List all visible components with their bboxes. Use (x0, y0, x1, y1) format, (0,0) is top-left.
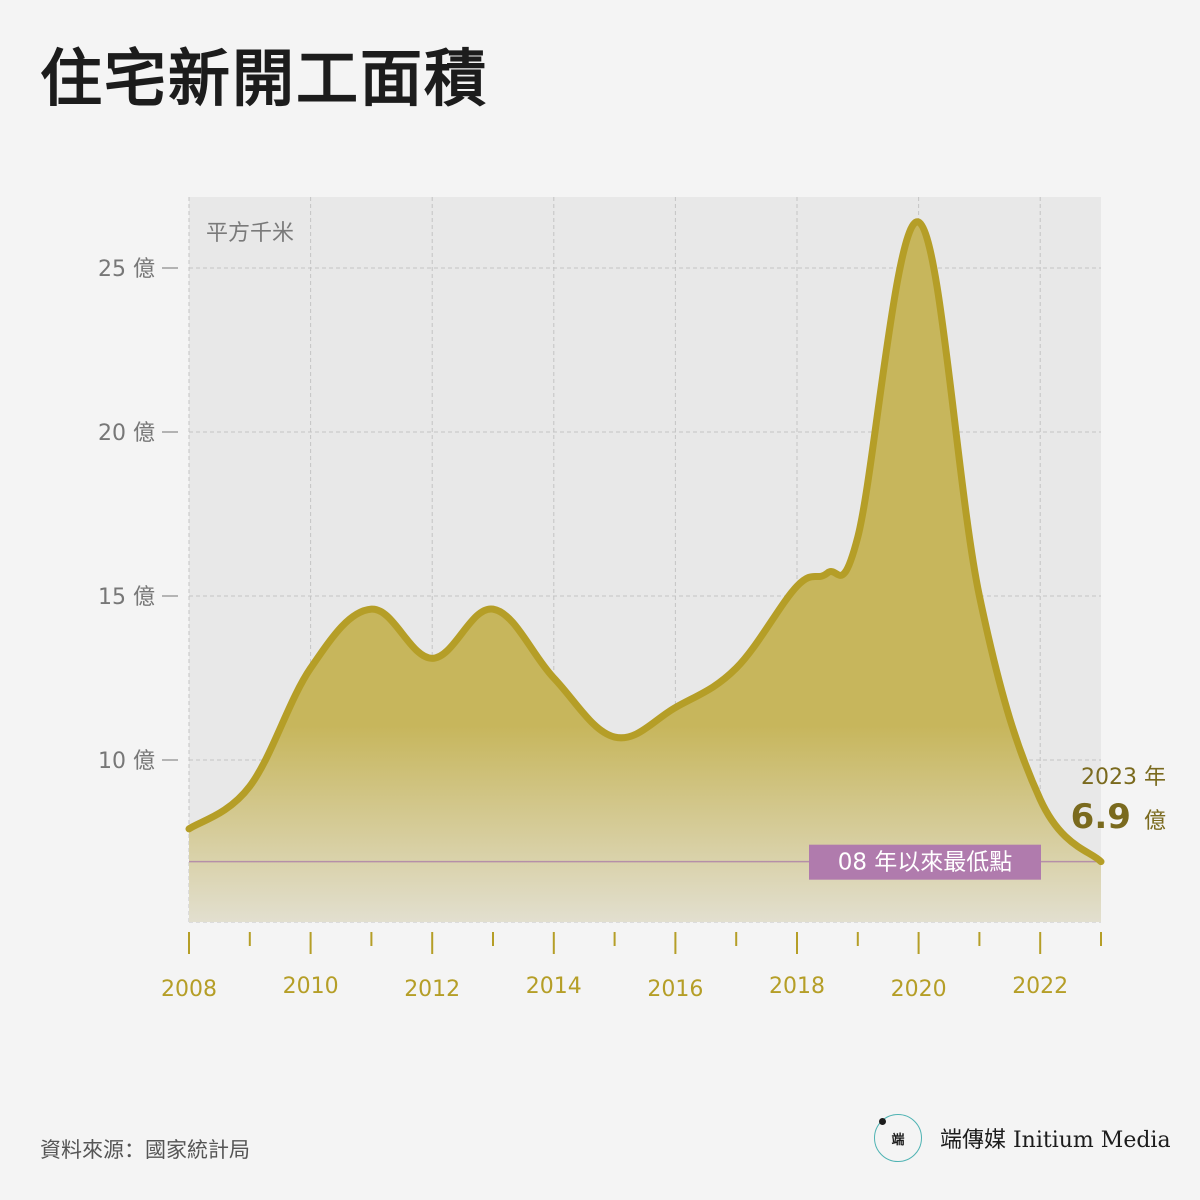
y-tick-label: 25 億 (98, 257, 155, 282)
end-annotation-value-unit: 億 (1144, 809, 1166, 834)
end-annotation-year: 2023 年 (1081, 765, 1166, 790)
brand-logo-dot (879, 1118, 886, 1125)
x-tick-label: 2022 (1012, 974, 1068, 999)
x-axis: 2008 2010 2012 2014 2016 2018 2020 2022 (161, 932, 1102, 1002)
brand-name: 端傳媒 Initium Media (940, 1128, 1171, 1153)
end-annotation-value: 6.9 億 (1071, 797, 1166, 837)
x-tick-label: 2008 (161, 977, 217, 1002)
low-point-label-text: 08 年以來最低點 (838, 850, 1013, 876)
x-tick-label: 2010 (283, 974, 339, 999)
data-line (185, 218, 1105, 866)
end-annotation: 2023 年 6.9 億 (1071, 765, 1166, 837)
y-tick-label: 10 億 (98, 749, 155, 774)
x-tick-label: 2018 (769, 974, 825, 999)
y-axis: 10 億 15 億 20 億 25 億 (98, 257, 178, 774)
data-area (189, 221, 1101, 922)
brand-logo-text: 端 (891, 1132, 905, 1148)
low-point-label-box (809, 844, 1041, 880)
chart-title: 住宅新開工面積 (40, 42, 489, 115)
unit-label: 平方千米 (206, 221, 294, 246)
x-tick-label: 2012 (404, 977, 460, 1002)
brand-logo-icon: 端 (874, 1114, 922, 1162)
x-tick-label: 2016 (647, 977, 703, 1002)
source-note: 資料來源：國家統計局 (40, 1138, 250, 1162)
y-tick-label: 15 億 (98, 585, 155, 610)
brand: 端 端傳媒 Initium Media (874, 1114, 1171, 1162)
x-tick-label: 2020 (891, 977, 947, 1002)
end-annotation-value-number: 6.9 (1071, 797, 1131, 837)
x-tick-label: 2014 (526, 974, 582, 999)
low-point-label: 08 年以來最低點 (809, 844, 1041, 880)
y-tick-label: 20 億 (98, 421, 155, 446)
area-chart: 10 億 15 億 20 億 25 億 2008 2010 2012 2014 2016 201… (98, 197, 1166, 1002)
